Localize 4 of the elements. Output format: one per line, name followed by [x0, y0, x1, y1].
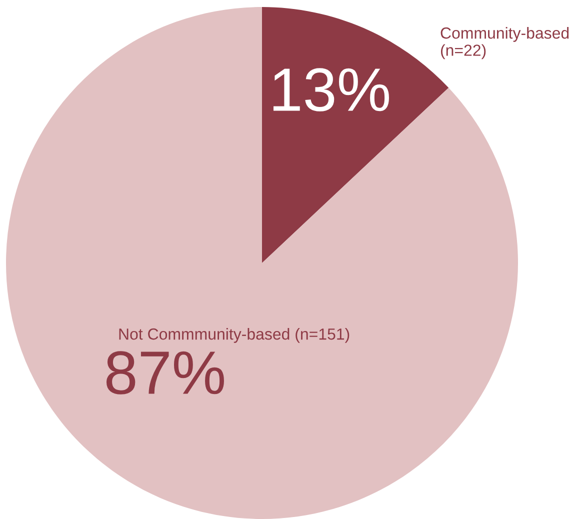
- data-label: 13%: [274, 68, 389, 112]
- data-label: 87%: [106, 351, 224, 394]
- slice-label: Community-based (n=22): [440, 27, 569, 60]
- slice-label: Not Commmunity-based (n=151): [119, 328, 350, 343]
